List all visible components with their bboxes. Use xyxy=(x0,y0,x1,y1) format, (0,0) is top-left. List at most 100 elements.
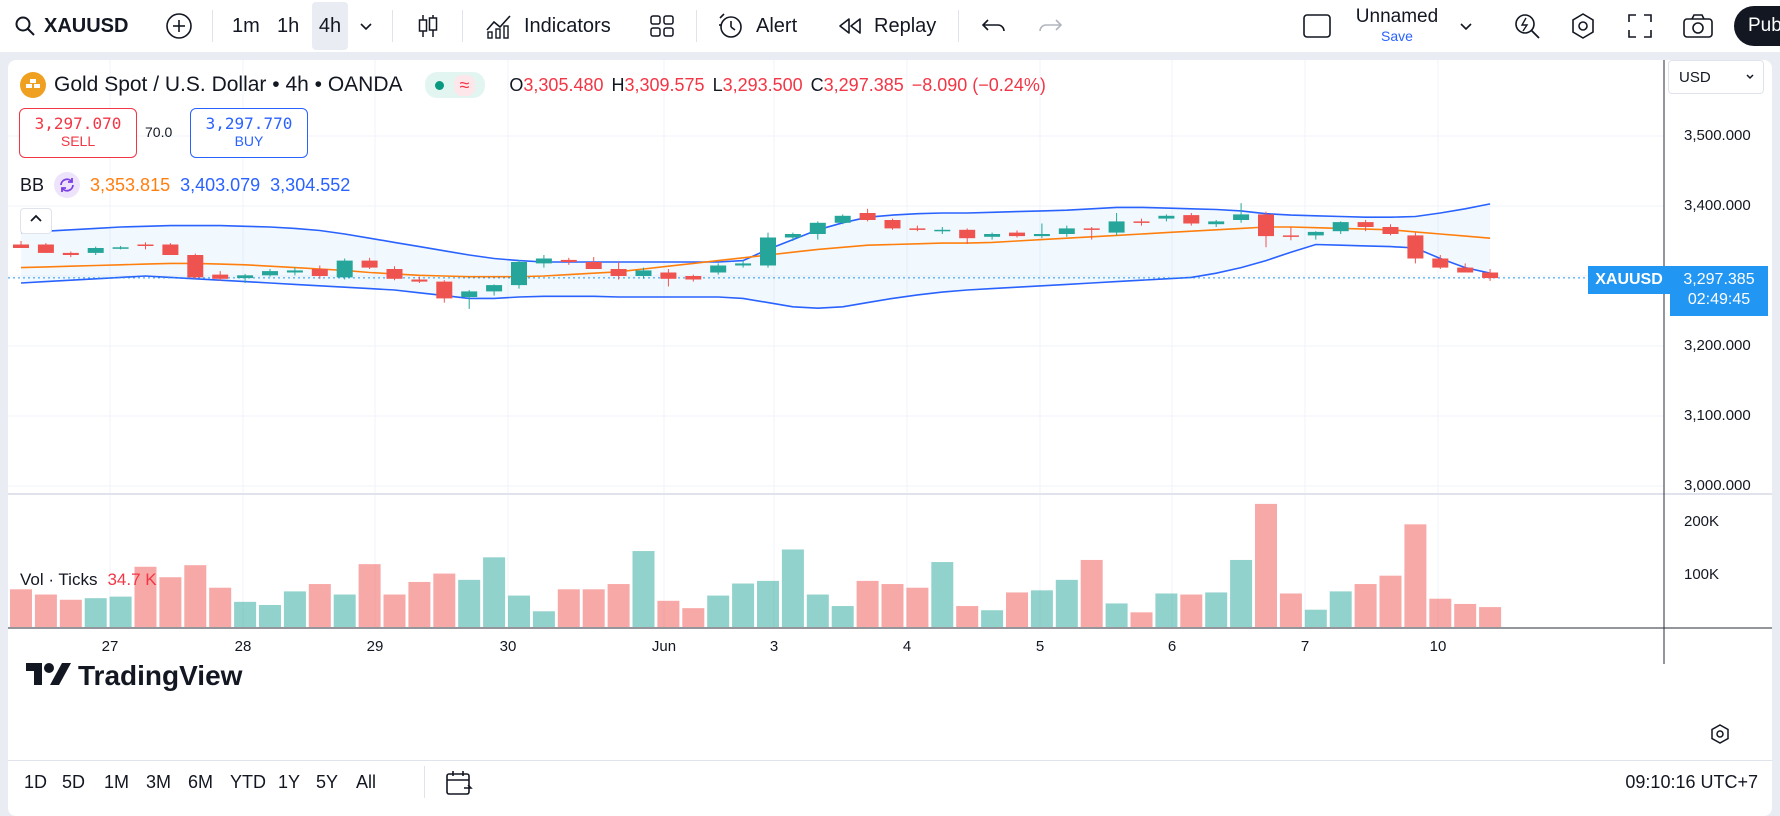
time-tick-label: 5 xyxy=(1035,638,1045,655)
bb-legend[interactable]: BB 3,353.815 3,403.079 3,304.552 xyxy=(20,172,350,198)
volume-bar xyxy=(333,594,356,627)
separator xyxy=(424,766,425,798)
volume-bar xyxy=(532,611,555,627)
price-tick-label: 3,100.000 xyxy=(1684,407,1751,424)
snapshot-button[interactable] xyxy=(1682,0,1714,52)
clock-timezone[interactable]: 09:10:16 UTC+7 xyxy=(1625,772,1758,792)
bb-lower-line xyxy=(20,243,1491,310)
volume-bar xyxy=(1030,590,1053,627)
range-button-1m[interactable]: 1M xyxy=(104,772,130,792)
bb-lower-value: 3,304.552 xyxy=(270,174,351,195)
sell-button[interactable]: 3,297.070 SELL xyxy=(19,108,137,158)
buy-price: 3,297.770 xyxy=(205,114,293,133)
spread-value: 70.0 xyxy=(145,124,173,140)
volume-bar xyxy=(1279,593,1302,627)
interval-1m[interactable]: 1m xyxy=(232,14,260,37)
volume-bar xyxy=(234,601,257,627)
volume-bar xyxy=(1429,598,1452,627)
time-tick-label: 29 xyxy=(366,638,384,655)
candle-body xyxy=(212,274,229,279)
chart-type-button[interactable] xyxy=(414,0,442,52)
quick-search-button[interactable] xyxy=(1512,0,1542,52)
redo-button[interactable] xyxy=(1036,0,1064,52)
range-button-ytd[interactable]: YTD xyxy=(230,772,266,792)
candle-body xyxy=(1457,267,1474,273)
indicators-label: Indicators xyxy=(524,14,611,37)
chevron-up-icon xyxy=(29,212,43,231)
goto-date-button[interactable] xyxy=(444,768,474,803)
range-button-6m[interactable]: 6M xyxy=(188,772,214,792)
time-tick-label: 30 xyxy=(499,638,517,655)
replay-button[interactable]: Replay xyxy=(836,0,936,52)
candle-body xyxy=(1058,228,1075,234)
candle-body xyxy=(13,244,29,248)
volume-bar xyxy=(483,557,506,627)
volume-bar xyxy=(1155,593,1178,627)
axis-settings-button[interactable] xyxy=(1708,722,1732,751)
volume-bar xyxy=(1205,592,1228,627)
undo-button[interactable] xyxy=(980,0,1008,52)
volume-value: 34.7 K xyxy=(107,570,157,589)
candles-icon xyxy=(414,12,442,40)
chart-canvas[interactable] xyxy=(8,60,1772,816)
candle-body xyxy=(1307,231,1324,236)
candle-body xyxy=(610,269,627,276)
range-button-all[interactable]: All xyxy=(356,772,377,792)
undo-icon xyxy=(980,14,1008,38)
range-button-1y[interactable]: 1Y xyxy=(278,772,301,792)
collapse-legend-button[interactable] xyxy=(20,208,52,234)
volume-bar xyxy=(1479,607,1502,627)
volume-tick-label: 100K xyxy=(1684,565,1720,583)
candle-body xyxy=(237,275,254,279)
range-button-3m[interactable]: 3M xyxy=(146,772,172,792)
volume-bar xyxy=(59,599,82,627)
separator xyxy=(392,10,393,42)
range-button-5y[interactable]: 5Y xyxy=(316,772,339,792)
candle-body xyxy=(1357,222,1374,227)
interval-dropdown[interactable] xyxy=(358,0,374,52)
candle-body xyxy=(162,244,179,255)
interval-4h[interactable]: 4h xyxy=(312,2,348,50)
fullscreen-button[interactable] xyxy=(1626,0,1654,52)
candle-body xyxy=(959,229,976,239)
publish-button[interactable]: Pub xyxy=(1734,6,1780,46)
settings-button[interactable] xyxy=(1568,0,1598,52)
symbol-legend[interactable]: Gold Spot / U.S. Dollar • 4h • OANDA ≈ O… xyxy=(20,72,1046,98)
volume-legend[interactable]: Vol · Ticks 34.7 K xyxy=(20,570,157,590)
bb-basis-line xyxy=(20,226,1491,278)
volume-bar xyxy=(1404,524,1427,627)
volume-bar xyxy=(732,583,755,627)
symbol-search-button[interactable]: XAUUSD xyxy=(14,0,128,52)
time-tick-label: 10 xyxy=(1429,638,1447,655)
layout-name-button[interactable]: Unnamed Save xyxy=(1352,0,1442,52)
layout-menu-button[interactable] xyxy=(1302,0,1332,52)
layout-dropdown[interactable] xyxy=(1458,0,1474,52)
volume-bar xyxy=(433,573,456,627)
market-status-badge[interactable]: ≈ xyxy=(424,72,486,98)
alert-button[interactable]: Alert xyxy=(716,0,797,52)
volume-bar xyxy=(1130,612,1153,627)
buy-button[interactable]: 3,297.770 BUY xyxy=(190,108,308,158)
volume-bar xyxy=(781,549,804,627)
volume-label: Vol · Ticks xyxy=(20,570,98,589)
volume-bar xyxy=(1180,594,1203,627)
candle-body xyxy=(710,265,727,273)
volume-bar xyxy=(682,608,705,627)
indicators-button[interactable]: Indicators xyxy=(484,0,611,52)
gold-icon xyxy=(20,72,46,98)
price-tick-label: 3,000.000 xyxy=(1684,477,1751,494)
time-tick-label: 4 xyxy=(902,638,912,655)
volume-bar xyxy=(607,584,630,627)
tradingview-watermark: TradingView xyxy=(24,660,242,692)
currency-selector[interactable]: USD xyxy=(1668,60,1764,94)
templates-button[interactable] xyxy=(648,0,676,52)
range-button-5d[interactable]: 5D xyxy=(62,772,86,792)
volume-bar xyxy=(1055,579,1078,627)
range-button-1d[interactable]: 1D xyxy=(24,772,48,792)
bb-upper-line xyxy=(20,203,1491,263)
candle-body xyxy=(884,220,901,229)
compare-symbol-button[interactable] xyxy=(164,0,194,52)
interval-1h[interactable]: 1h xyxy=(277,14,300,37)
ohlc-low-value: 3,293.500 xyxy=(722,74,803,95)
candle-body xyxy=(1033,234,1050,237)
